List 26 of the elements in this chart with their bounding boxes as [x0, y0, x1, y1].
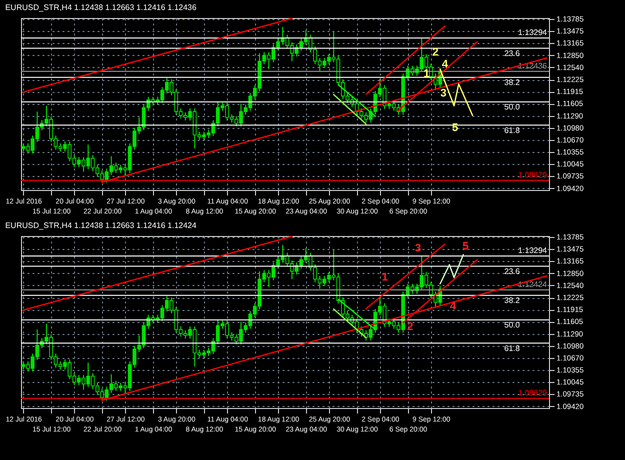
annotation: 5	[462, 240, 469, 252]
annotation: 4	[450, 300, 457, 313]
chart-title: EURUSD_STR,H4 1.12438 1.12663 1.12416 1.12424	[5, 220, 198, 230]
ref-line-label: 1.13294	[518, 28, 548, 38]
annotation: 38.2	[504, 296, 520, 306]
ref-line-label: 1.13294	[518, 246, 548, 256]
annotation: 61.8	[504, 126, 520, 135]
annotation: 2	[432, 46, 439, 59]
annotation: 23.6	[504, 266, 520, 276]
annotation: 2	[407, 321, 414, 334]
ref-line-label: 1.12424	[518, 280, 548, 289]
annotation: 4	[442, 58, 449, 71]
annotation: 23.6	[504, 48, 520, 58]
annotation: 50.0	[504, 320, 520, 330]
annotation: 38.2	[504, 78, 520, 88]
ref-line-label: 1.09629	[518, 388, 548, 398]
annotation: 50.0	[504, 102, 520, 112]
annotation: 3	[414, 242, 422, 255]
chart-title: EURUSD_STR,H4 1.12438 1.12663 1.12416 1.12436	[5, 2, 198, 12]
annotation: 1	[382, 271, 388, 284]
annotation: 5	[452, 122, 458, 134]
annotation: 3	[440, 88, 446, 100]
line-series	[440, 68, 474, 116]
annotation: 61.8	[504, 344, 520, 353]
ref-line-label: 1.09629	[518, 170, 548, 180]
line-series	[440, 254, 464, 284]
